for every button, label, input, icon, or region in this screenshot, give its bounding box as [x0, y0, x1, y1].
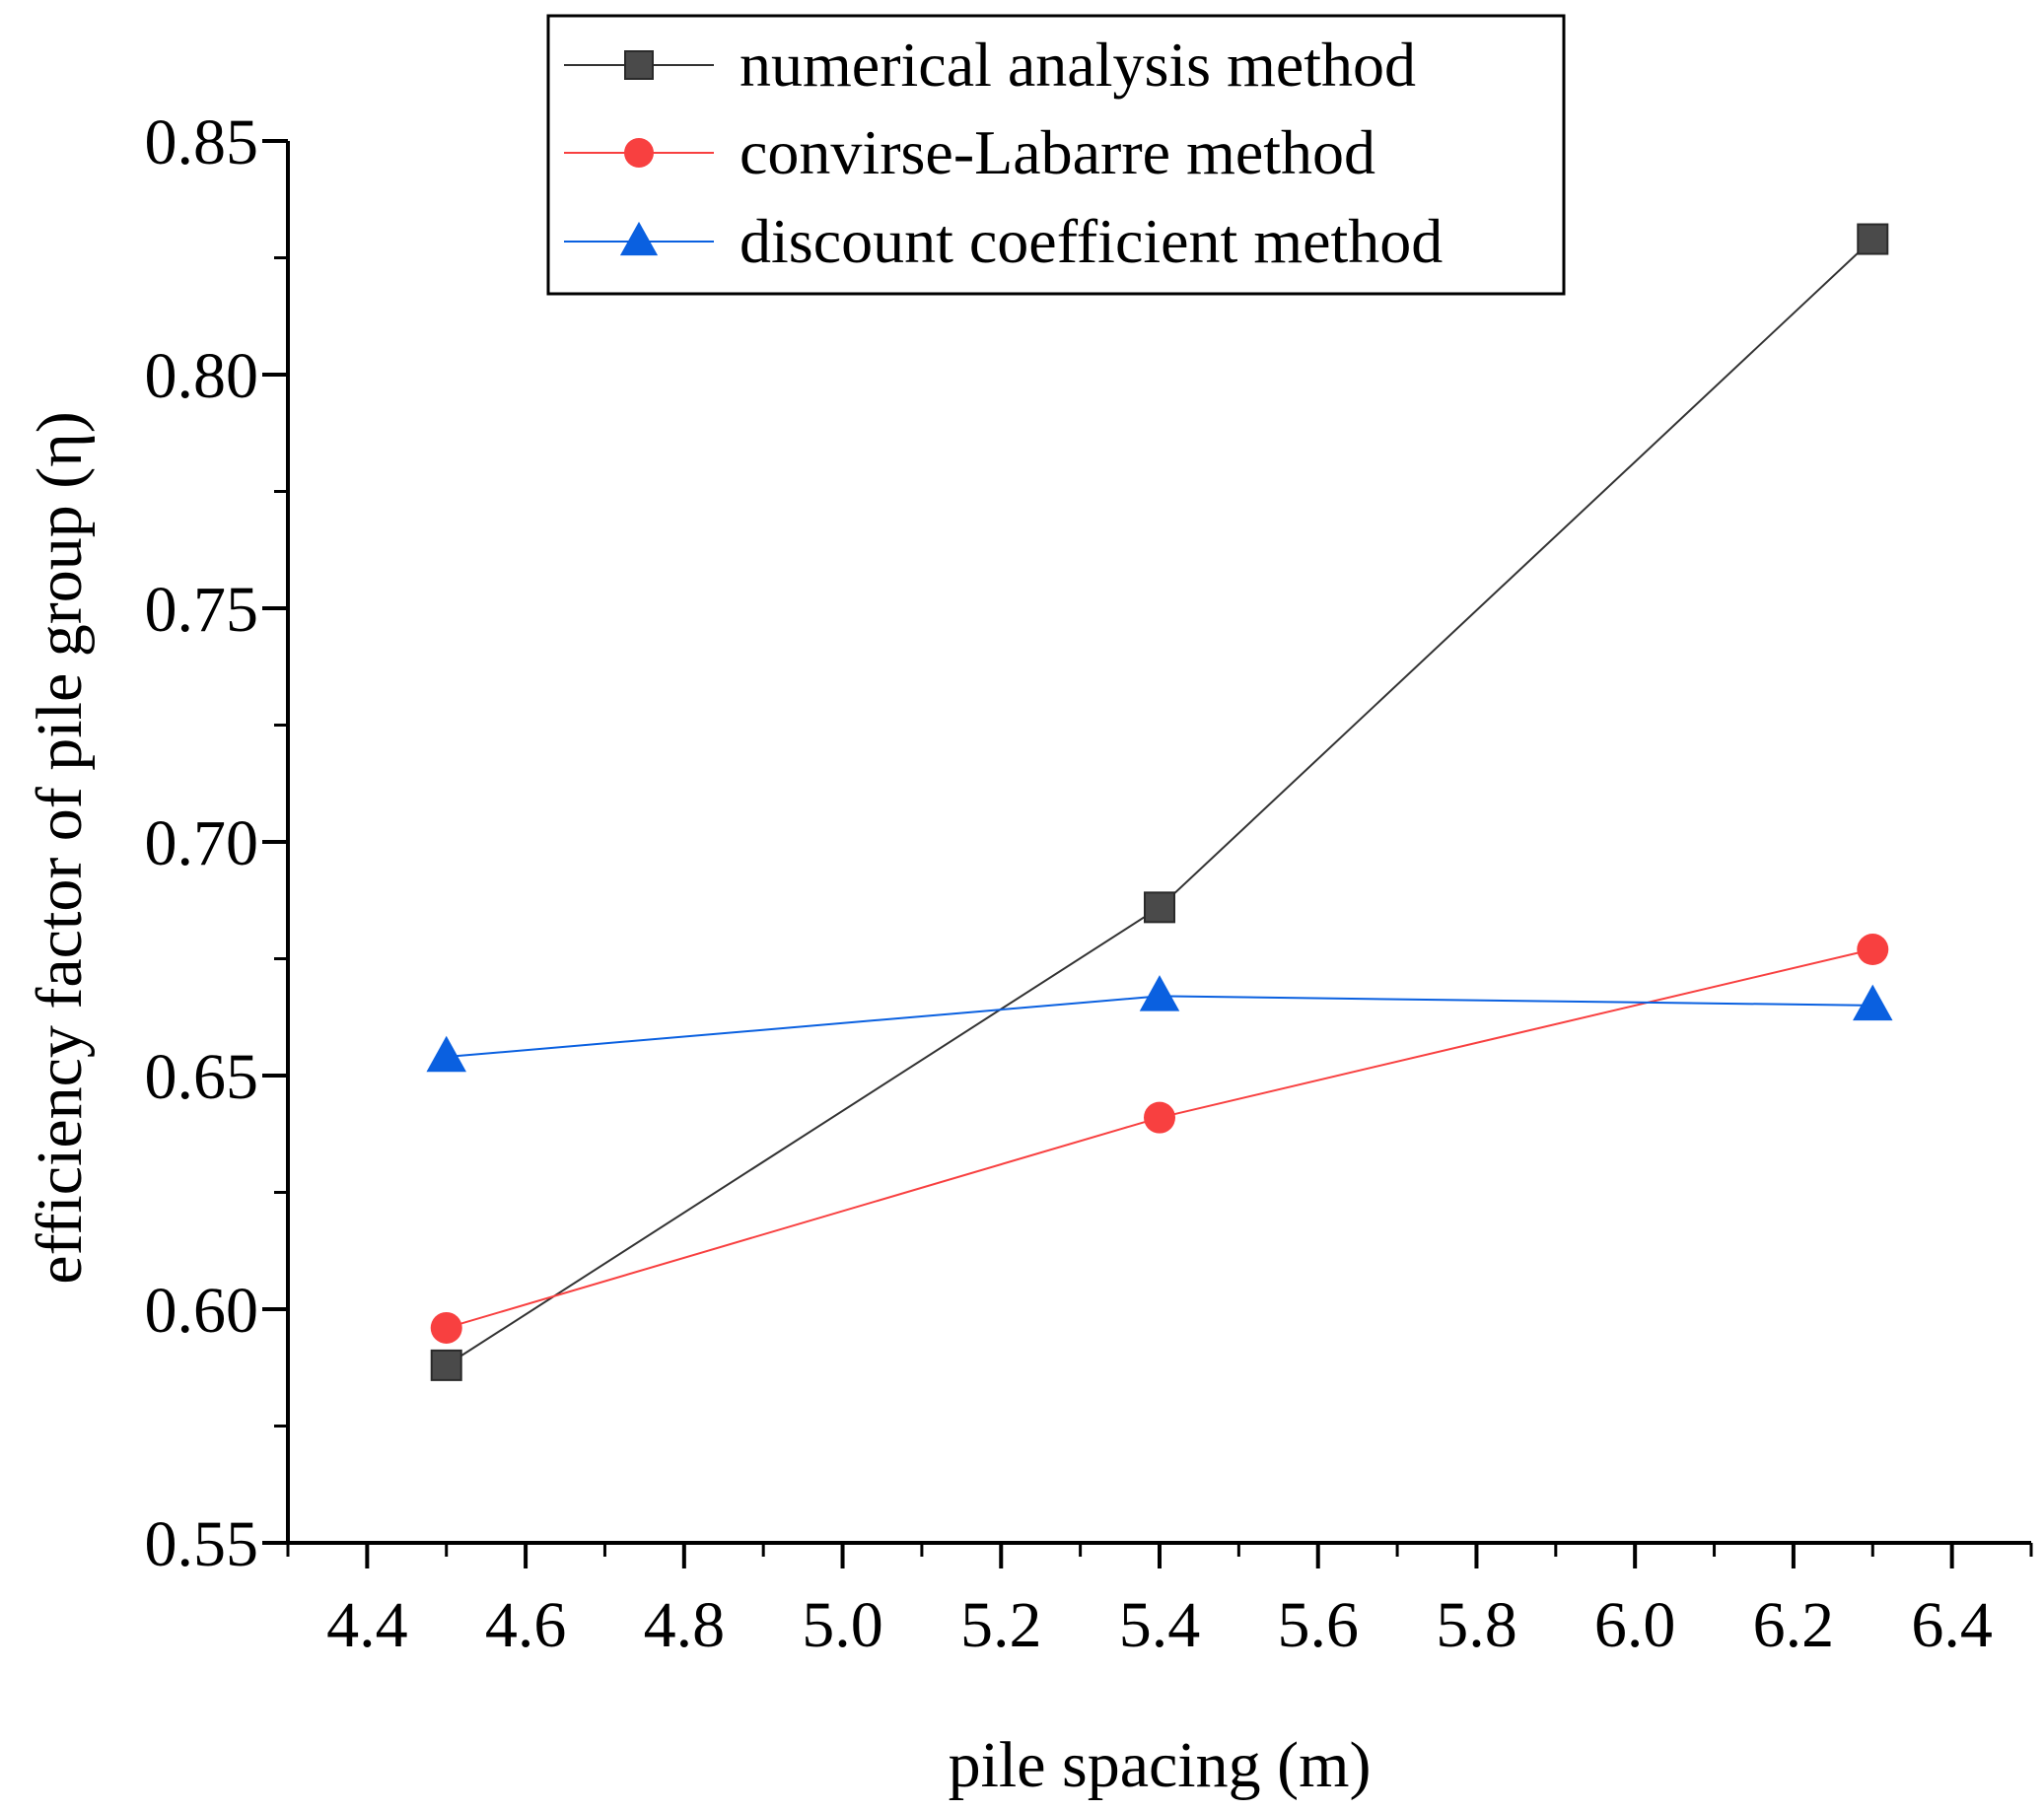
series-1 [430, 934, 1889, 1344]
legend: numerical analysis method convirse-Labarr… [546, 14, 1566, 296]
legend-item: numerical analysis method [564, 30, 1416, 100]
x-tick-label: 4.8 [644, 1589, 726, 1661]
data-point [430, 1311, 462, 1344]
x-axis-title: pile spacing (m) [949, 1729, 1372, 1801]
y-tick-label: 0.65 [145, 1041, 259, 1113]
data-point [1139, 975, 1180, 1011]
y-tick-label: 0.60 [145, 1275, 259, 1347]
data-point [1144, 891, 1175, 924]
series-2 [426, 975, 1893, 1073]
x-tick-label: 4.6 [485, 1589, 567, 1661]
y-tick-label: 0.55 [145, 1508, 259, 1580]
legend-marker [624, 138, 654, 168]
series-line [446, 238, 1873, 1366]
x-tick-label: 6.0 [1594, 1589, 1676, 1661]
x-tick-label: 6.2 [1753, 1589, 1835, 1661]
legend-label: numerical analysis method [740, 30, 1416, 100]
x-tick-label: 5.2 [960, 1589, 1042, 1661]
data-point [1144, 1101, 1175, 1134]
series-0 [430, 223, 1889, 1381]
data-point [426, 1035, 466, 1073]
x-tick-label: 5.8 [1436, 1589, 1517, 1661]
legend-box [546, 14, 1566, 296]
data-point [1857, 223, 1889, 255]
data-point [1857, 934, 1889, 966]
y-tick-label: 0.85 [145, 106, 259, 178]
data-point [1853, 984, 1893, 1021]
legend-marker [619, 221, 659, 256]
x-tick-label: 5.0 [802, 1589, 883, 1661]
series-layer [426, 223, 1893, 1381]
x-tick-label: 4.4 [326, 1589, 408, 1661]
legend-item: convirse-Labarre method [564, 117, 1375, 187]
legend-item: discount coefficient method [564, 206, 1443, 276]
data-point [430, 1349, 462, 1381]
y-axis-title: efficiency factor of pile group (η) [24, 411, 96, 1284]
x-tick-label: 5.4 [1119, 1589, 1201, 1661]
legend-label: convirse-Labarre method [740, 117, 1375, 187]
x-tick-label: 5.6 [1277, 1589, 1359, 1661]
y-tick-label: 0.80 [145, 340, 259, 412]
x-tick-label: 6.4 [1911, 1589, 1993, 1661]
y-tick-label: 0.75 [145, 574, 259, 646]
legend-label: discount coefficient method [740, 206, 1443, 276]
y-tick-label: 0.70 [145, 807, 259, 879]
legend-marker [624, 50, 654, 80]
axes: 0.55 0.60 0.65 0.70 0.75 0.80 0.85 4.4 4.6 4.8 5.0… [145, 106, 2033, 1661]
